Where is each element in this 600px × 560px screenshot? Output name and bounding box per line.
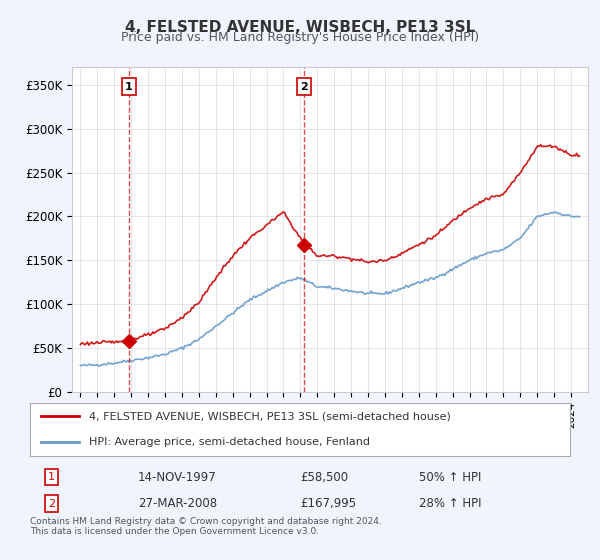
Text: £167,995: £167,995 xyxy=(300,497,356,510)
Text: 50% ↑ HPI: 50% ↑ HPI xyxy=(419,470,481,484)
Text: 14-NOV-1997: 14-NOV-1997 xyxy=(138,470,217,484)
Text: 1: 1 xyxy=(48,472,55,482)
Text: £58,500: £58,500 xyxy=(300,470,348,484)
Text: 4, FELSTED AVENUE, WISBECH, PE13 3SL (semi-detached house): 4, FELSTED AVENUE, WISBECH, PE13 3SL (se… xyxy=(89,412,451,422)
Text: Contains HM Land Registry data © Crown copyright and database right 2024.
This d: Contains HM Land Registry data © Crown c… xyxy=(30,517,382,536)
Text: 2: 2 xyxy=(48,498,55,508)
Text: 4, FELSTED AVENUE, WISBECH, PE13 3SL: 4, FELSTED AVENUE, WISBECH, PE13 3SL xyxy=(125,20,475,35)
Text: 28% ↑ HPI: 28% ↑ HPI xyxy=(419,497,481,510)
Text: Price paid vs. HM Land Registry's House Price Index (HPI): Price paid vs. HM Land Registry's House … xyxy=(121,31,479,44)
Text: HPI: Average price, semi-detached house, Fenland: HPI: Average price, semi-detached house,… xyxy=(89,436,370,446)
Text: 27-MAR-2008: 27-MAR-2008 xyxy=(138,497,217,510)
Text: 1: 1 xyxy=(125,82,133,92)
Text: 2: 2 xyxy=(301,82,308,92)
